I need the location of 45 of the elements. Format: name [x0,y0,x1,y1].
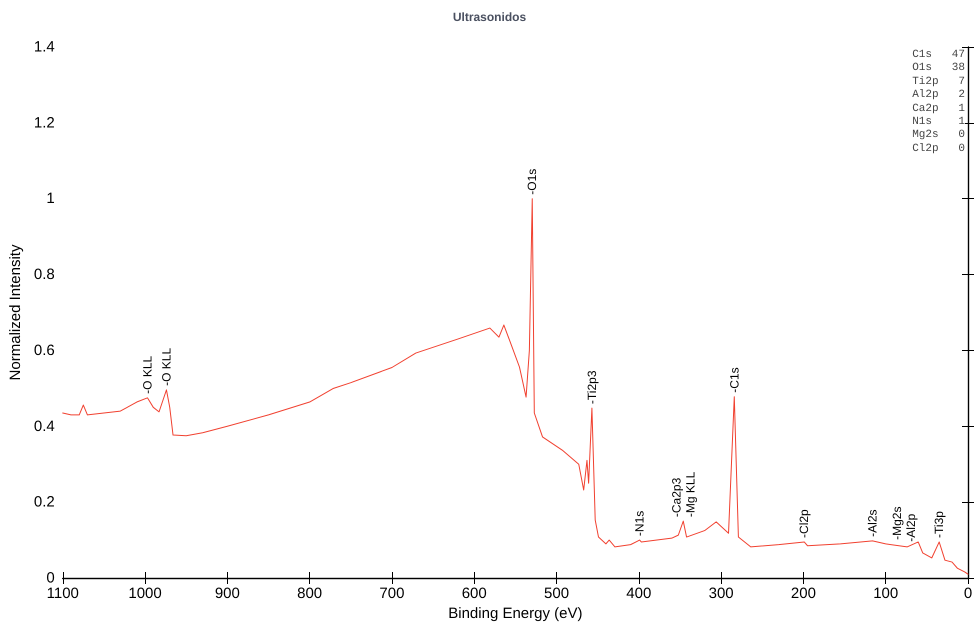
annotation: -Al2s [866,509,880,537]
y-tick-label: 1 [46,190,55,208]
annotation: Ti2p 7 [912,76,965,88]
annotation: -Mg2s [890,506,904,540]
x-tick-label: 1000 [128,585,162,602]
annotation: N1s 1 [912,116,965,128]
chart-title: Ultrasonidos [452,10,526,24]
annotation: O1s 38 [912,62,965,74]
annotation: Mg2s 0 [912,129,965,142]
annotation: C1s 47 [912,49,965,61]
y-axis-title: Normalized Intensity [7,244,24,380]
y-tick-label: 0.6 [34,342,55,359]
x-tick-label: 700 [379,585,404,602]
x-tick-label: 300 [708,585,734,602]
y-tick-label: 0 [46,570,55,586]
annotation: -N1s [632,510,647,536]
annotation: -Cl2p [797,508,812,538]
x-tick-label: 800 [297,585,322,602]
annotation: -Ti2p3 [584,370,599,404]
line-series [62,198,968,575]
y-tick-label: 0.8 [34,266,55,284]
x-tick-label: 200 [790,585,816,602]
annotation: -O1s [525,168,540,195]
x-axis-title: Binding Energy (eV) [448,604,582,622]
annotation: -O KLL [140,355,155,394]
annotation: Ca2p 1 [912,102,965,115]
x-tick-label: 1100 [46,585,79,602]
annotation: -O KLL [159,348,174,386]
annotation: -Ti3p [932,510,946,538]
y-tick-label: 0.2 [34,494,55,511]
annotation: Al2p 2 [912,89,965,102]
y-tick-label: 1.4 [34,38,55,56]
annotation: -Ca2p3 [669,477,684,518]
annotation: -Mg KLL [683,471,698,518]
y-tick-label: 0.4 [34,418,55,435]
annotation: -Al2p [904,513,918,542]
x-tick-label: 100 [873,585,898,602]
x-tick-label: 0 [964,585,972,602]
x-tick-label: 500 [544,585,570,602]
x-tick-label: 400 [626,585,652,602]
x-tick-label: 600 [462,585,487,602]
annotation: -C1s [727,367,742,393]
y-tick-label: 1.2 [34,114,55,132]
annotation: Cl2p 0 [912,142,965,155]
x-tick-label: 900 [214,585,240,602]
